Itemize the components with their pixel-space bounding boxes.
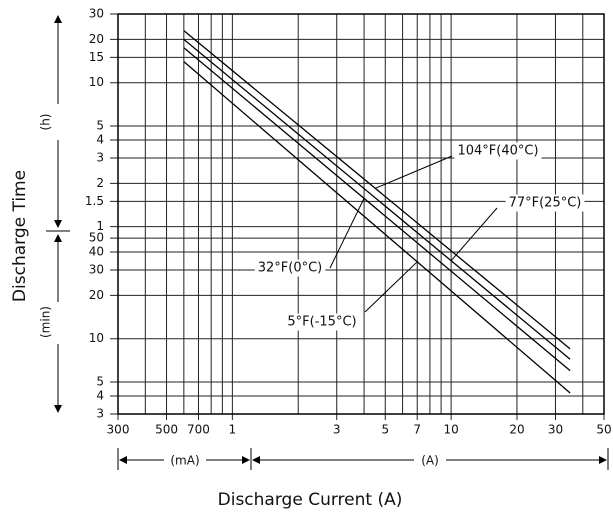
y-axis-title: Discharge Time (10, 170, 30, 302)
leader-line (329, 198, 365, 269)
y-tick-label: 2 (96, 176, 104, 190)
series-line (183, 38, 571, 360)
x-tick-label: 500 (155, 423, 178, 437)
x-tick-label: 7 (413, 423, 421, 437)
leader-line (450, 207, 498, 262)
x-tick-label: 300 (107, 423, 130, 437)
x-tick-label: 5 (381, 423, 389, 437)
y-tick-label: 10 (89, 75, 104, 89)
y-tick-label: 5 (96, 119, 104, 133)
label-bg (36, 302, 60, 344)
label-bg (454, 142, 542, 160)
series-label: 77°F(25°C) (509, 196, 582, 211)
y-tick-label: 5 (96, 375, 104, 389)
x-tick-label: 3 (333, 423, 341, 437)
y-tick-label: 3 (96, 150, 104, 164)
y-tick-label: 20 (89, 288, 104, 302)
series-label: 5°F(-15°C) (287, 315, 356, 330)
x-tick-label: 50 (596, 423, 611, 437)
label-bg (36, 104, 60, 140)
y-tick-label: 20 (89, 32, 104, 46)
plot-frame (117, 13, 605, 415)
y-tick-label: 30 (89, 263, 104, 277)
series-line (183, 47, 571, 372)
label-bg (414, 452, 446, 468)
series-label: 104°F(40°C) (457, 144, 538, 159)
y-unit: (h) (39, 114, 53, 131)
series-line (183, 61, 571, 394)
label-bg (254, 259, 326, 277)
x-tick-label: 1 (229, 423, 237, 437)
series-label: 32°F(0°C) (258, 261, 323, 276)
x-tick-label: 30 (548, 423, 563, 437)
label-bg (505, 194, 585, 212)
y-tick-label: 4 (96, 389, 104, 403)
y-tick-label: 50 (89, 231, 104, 245)
leader-line (364, 261, 418, 313)
label-bg (284, 313, 360, 331)
y-tick-label: 30 (89, 7, 104, 21)
label-bg (164, 452, 206, 468)
series-line (183, 30, 571, 350)
x-unit: (mA) (170, 454, 199, 468)
y-tick-label: 1.5 (85, 194, 104, 208)
y-tick-label: 4 (96, 132, 104, 146)
y-tick-label: 40 (89, 245, 104, 259)
y-unit: (min) (39, 306, 53, 338)
x-tick-label: 700 (187, 423, 210, 437)
y-tick-label: 10 (89, 331, 104, 345)
leader-line (375, 155, 453, 189)
y-tick-label: 1 (96, 219, 104, 233)
y-tick-label: 15 (89, 50, 104, 64)
x-axis-title: Discharge Current (A) (218, 490, 403, 510)
x-unit: (A) (421, 454, 439, 468)
x-tick-label: 10 (443, 423, 458, 437)
x-tick-label: 20 (509, 423, 524, 437)
y-tick-label: 3 (96, 407, 104, 421)
